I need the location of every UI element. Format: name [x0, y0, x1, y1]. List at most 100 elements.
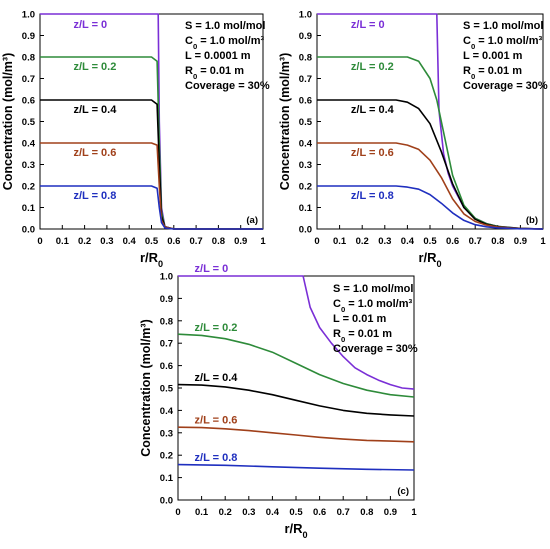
annotation-line: L = 0.0001 m	[185, 50, 251, 62]
x-tick-label: 0.4	[123, 236, 137, 247]
x-tick-label: 0	[175, 507, 180, 518]
annotation-line: C0 = 1.0 mol/m³	[185, 35, 265, 51]
annotation-line: S = 1.0 mol/mol	[463, 20, 543, 32]
y-tick-label: 0.3	[299, 160, 312, 171]
annotation-line: S = 1.0 mol/mol	[333, 283, 413, 295]
y-tick-label: 0.2	[160, 451, 173, 462]
series-label: z/L = 0.6	[351, 147, 394, 159]
series-line	[177, 383, 415, 417]
y-tick-label: 0.9	[299, 31, 312, 42]
annotation-line: C0 = 1.0 mol/m³	[333, 298, 413, 314]
y-tick-label: 1.0	[22, 10, 35, 21]
x-tick-label: 0.2	[219, 507, 232, 518]
y-tick-label: 0.3	[22, 160, 35, 171]
series-label: z/L = 0.4	[351, 104, 395, 116]
series-line	[317, 185, 544, 230]
chart-panel-b: 0.0 0.1 0.2 0.3 0.4 0.5 0.6 0.7 0.8 0.9 1.0 0 0.1 0.2…	[278, 10, 548, 270]
x-tick-label: 0.3	[100, 236, 113, 247]
series-line	[177, 426, 415, 443]
x-tick-label: 1	[411, 507, 417, 518]
x-tick-label: 0.7	[469, 236, 482, 247]
y-tick-label: 0.4	[160, 406, 174, 417]
annotation-line: L = 0.001 m	[463, 50, 523, 62]
y-tick-label: 0.9	[160, 294, 173, 305]
y-tick-label: 0.2	[22, 182, 35, 193]
series-line	[40, 99, 263, 230]
x-axis-label: r/R0	[140, 250, 163, 269]
y-tick-label: 0.1	[299, 203, 313, 214]
series-label: z/L = 0	[195, 263, 229, 275]
x-tick-label: 0.4	[266, 507, 280, 518]
x-tick-label: 0.9	[514, 236, 527, 247]
x-tick-label: 0.1	[195, 507, 209, 518]
x-tick-label: 0.8	[212, 236, 225, 247]
y-tick-label: 0.0	[299, 225, 312, 236]
annotation-line: Coverage = 30%	[185, 80, 270, 92]
annotation-line: C0 = 1.0 mol/m³	[463, 35, 543, 51]
x-tick-label: 0.7	[189, 236, 202, 247]
annotation-line: Coverage = 30%	[333, 343, 418, 355]
y-tick-label: 0.5	[22, 117, 36, 128]
series-label: z/L = 0.6	[195, 415, 238, 427]
series-line	[178, 275, 415, 390]
series-label: z/L = 0.8	[73, 190, 116, 202]
x-tick-label: 0.5	[423, 236, 437, 247]
x-tick-label: 0.1	[56, 236, 70, 247]
panel-label: (b)	[526, 215, 538, 226]
y-tick-label: 0.8	[299, 53, 312, 64]
x-tick-label: 0.5	[289, 507, 303, 518]
series-label: z/L = 0.2	[195, 322, 238, 334]
x-tick-label: 0.7	[337, 507, 350, 518]
panel-label: (c)	[397, 486, 409, 497]
series-label: z/L = 0.6	[73, 147, 116, 159]
y-tick-label: 0.1	[160, 473, 174, 484]
y-axis-label: Concentration (mol/m³)	[1, 53, 15, 191]
panel-label: (a)	[246, 215, 258, 226]
x-tick-label: 0.9	[234, 236, 247, 247]
y-tick-label: 0.8	[160, 316, 173, 327]
series-label: z/L = 0	[73, 19, 107, 31]
x-axis-label: r/R0	[284, 521, 307, 540]
y-tick-label: 1.0	[299, 10, 312, 21]
series-label: z/L = 0.2	[73, 61, 116, 73]
series-label: z/L = 0.8	[195, 452, 238, 464]
x-tick-label: 0.3	[378, 236, 391, 247]
y-tick-label: 0.7	[160, 339, 173, 350]
y-axis-label: Concentration (mol/m³)	[278, 53, 292, 191]
y-tick-label: 0.7	[22, 74, 35, 85]
x-tick-label: 0.6	[313, 507, 326, 518]
series-line	[40, 185, 263, 230]
series-label: z/L = 0	[351, 19, 385, 31]
x-tick-label: 1	[540, 236, 546, 247]
series-line	[317, 99, 544, 230]
series-label: z/L = 0.4	[73, 104, 117, 116]
series-label: z/L = 0.2	[351, 61, 394, 73]
annotation-line: R0 = 0.01 m	[333, 328, 392, 344]
y-tick-label: 0.0	[22, 225, 35, 236]
y-tick-label: 0.4	[299, 139, 313, 150]
annotation-line: R0 = 0.01 m	[463, 65, 522, 81]
x-tick-label: 0.3	[242, 507, 255, 518]
x-tick-label: 0.8	[360, 507, 373, 518]
y-tick-label: 0.6	[160, 361, 173, 372]
annotation-line: S = 1.0 mol/mol	[185, 20, 265, 32]
y-tick-label: 0.5	[299, 117, 313, 128]
x-axis-label: r/R0	[418, 250, 441, 269]
y-axis-label: Concentration (mol/m³)	[139, 319, 153, 457]
x-tick-label: 1	[260, 236, 266, 247]
y-tick-label: 0.6	[22, 96, 35, 107]
chart-panel-a: 0.0 0.1 0.2 0.3 0.4 0.5 0.6 0.7 0.8 0.9 1.0 0 0.1 0.2…	[1, 10, 270, 270]
x-tick-label: 0.8	[491, 236, 504, 247]
y-tick-label: 0.9	[22, 31, 35, 42]
x-tick-label: 0.1	[333, 236, 347, 247]
x-tick-label: 0	[314, 236, 319, 247]
series-label: z/L = 0.8	[351, 190, 394, 202]
y-tick-label: 0.4	[22, 139, 36, 150]
annotation-line: L = 0.01 m	[333, 313, 387, 325]
x-tick-label: 0.9	[384, 507, 397, 518]
y-tick-label: 0.3	[160, 428, 173, 439]
y-tick-label: 0.6	[299, 96, 312, 107]
x-tick-label: 0.6	[167, 236, 180, 247]
chart-panel-c: 0.0 0.1 0.2 0.3 0.4 0.5 0.6 0.7 0.8 0.9 1.0 0 0.1 0.2…	[139, 263, 418, 540]
